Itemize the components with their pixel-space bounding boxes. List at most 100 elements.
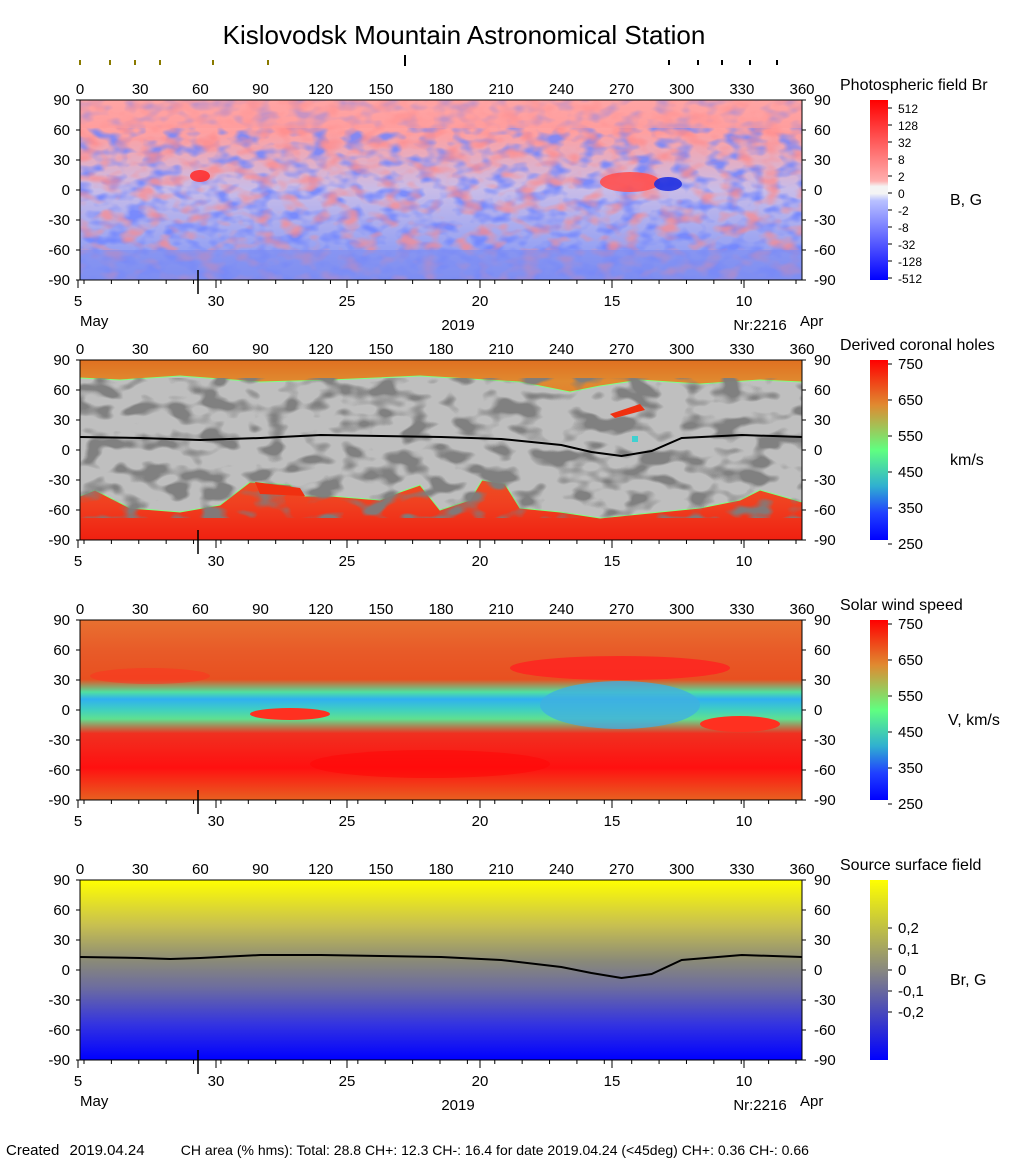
latitude-tick-label: 90 [53,872,70,889]
latitude-tick-label: 30 [814,412,831,429]
longitude-tick-label: 300 [669,601,694,618]
latitude-tick-label: -30 [48,732,70,749]
longitude-tick-label: 120 [308,341,333,358]
latitude-tick-label: -60 [814,242,836,259]
longitude-tick-label: 90 [252,861,269,878]
longitude-tick-label: 0 [76,861,84,878]
date-tick-label: 30 [208,813,225,830]
longitude-tick-label: 240 [549,81,574,98]
latitude-tick-label: -90 [48,532,70,549]
date-tick-label: 5 [74,293,82,310]
longitude-tick-label: 270 [609,601,634,618]
longitude-tick-label: 180 [428,601,453,618]
date-tick-label: 20 [472,1073,489,1090]
ch-area-text: CH area (% hms): Total: 28.8 CH+: 12.3 C… [180,1142,809,1158]
latitude-tick-label: -90 [814,272,836,289]
longitude-tick-label: 360 [789,341,814,358]
date-tick-label: 15 [604,293,621,310]
date-tick-label: 30 [208,553,225,570]
longitude-tick-label: 270 [609,341,634,358]
longitude-tick-label: 0 [76,341,84,358]
latitude-tick-label: -90 [48,1052,70,1069]
latitude-tick-label: 60 [53,122,70,139]
colorbar-ticks: 512 128 32 8 2 0 -2 -8 -32 -128 -512 750 650 550 450 35… [888,102,924,1021]
longitude-tick-label: 120 [308,861,333,878]
latitude-tick-label: -60 [814,1022,836,1039]
colorbar-tick-label: 750 [898,616,923,633]
colorbar-tick-label: 550 [898,428,923,445]
colorbar-tick-label: 250 [898,796,923,813]
longitude-tick-label: 300 [669,861,694,878]
month-end-label: Apr [800,1093,823,1110]
date-tick-label: 25 [339,1073,356,1090]
longitude-tick-label: 300 [669,341,694,358]
longitude-tick-label: 360 [789,81,814,98]
latitude-tick-label: 90 [814,872,831,889]
colorbar-tick-label: 32 [898,136,912,150]
latitude-tick-label: -90 [814,792,836,809]
colorbar-tick-label: 350 [898,760,923,777]
date-tick-label: 15 [604,1073,621,1090]
colorbar-tick-label: 0 [898,962,906,979]
longitude-tick-label: 330 [729,81,754,98]
colorbar-tick-label: 450 [898,724,923,741]
longitude-tick-label: 30 [132,601,149,618]
colorbar-tick-label: 650 [898,652,923,669]
longitude-tick-label: 180 [428,81,453,98]
colorbar-tick-label: -512 [898,272,922,286]
panel2-unit: km/s [950,452,984,469]
latitude-tick-label: -90 [48,792,70,809]
longitude-tick-label: 240 [549,341,574,358]
colorbar-tick-label: -32 [898,238,916,252]
longitude-tick-label: 240 [549,601,574,618]
longitude-tick-label: 330 [729,861,754,878]
latitude-tick-label: 0 [814,442,822,459]
date-tick-label: 20 [472,293,489,310]
latitude-tick-label: 90 [814,92,831,109]
latitude-tick-label: -60 [48,1022,70,1039]
colorbar-tick-label: -128 [898,255,922,269]
latitude-tick-label: 60 [814,902,831,919]
footer: Created 2019.04.24 CH area (% hms): Tota… [6,1142,809,1159]
date-tick-label: 10 [736,813,753,830]
latitude-tick-label: 30 [53,412,70,429]
longitude-tick-label: 120 [308,81,333,98]
date-tick-label: 25 [339,293,356,310]
longitude-tick-label: 300 [669,81,694,98]
latitude-tick-label: 90 [814,352,831,369]
longitude-tick-label: 30 [132,81,149,98]
date-tick-label: 5 [74,553,82,570]
longitude-tick-label: 210 [489,81,514,98]
longitude-tick-label: 270 [609,81,634,98]
date-tick-label: 15 [604,553,621,570]
carrington-marks [79,55,778,66]
latitude-tick-label: -90 [48,272,70,289]
latitude-tick-label: -60 [48,502,70,519]
latitude-tick-label: 30 [814,152,831,169]
month-end-label: Apr [800,313,823,330]
latitude-tick-label: 30 [53,152,70,169]
colorbar-tick-label: 8 [898,153,905,167]
page-title: Kislovodsk Mountain Astronomical Station [222,20,706,50]
date-tick-label: 10 [736,293,753,310]
date-tick-label: 20 [472,813,489,830]
longitude-tick-label: 150 [368,81,393,98]
longitude-tick-label: 330 [729,341,754,358]
latitude-tick-label: -30 [48,212,70,229]
date-tick-label: 30 [208,293,225,310]
latitude-tick-label: 0 [814,182,822,199]
latitude-tick-label: -30 [814,212,836,229]
colorbar-tick-label: 250 [898,536,923,553]
date-tick-label: 10 [736,1073,753,1090]
latitude-tick-label: 60 [53,902,70,919]
date-tick-label: 30 [208,1073,225,1090]
latitude-tick-label: 60 [814,642,831,659]
longitude-tick-label: 60 [192,861,209,878]
panel4-title: Source surface field [840,857,982,874]
latitude-tick-label: 30 [814,672,831,689]
longitude-tick-label: 270 [609,861,634,878]
latitude-tick-label: -90 [814,1052,836,1069]
longitude-tick-label: 210 [489,341,514,358]
longitude-tick-label: 210 [489,861,514,878]
